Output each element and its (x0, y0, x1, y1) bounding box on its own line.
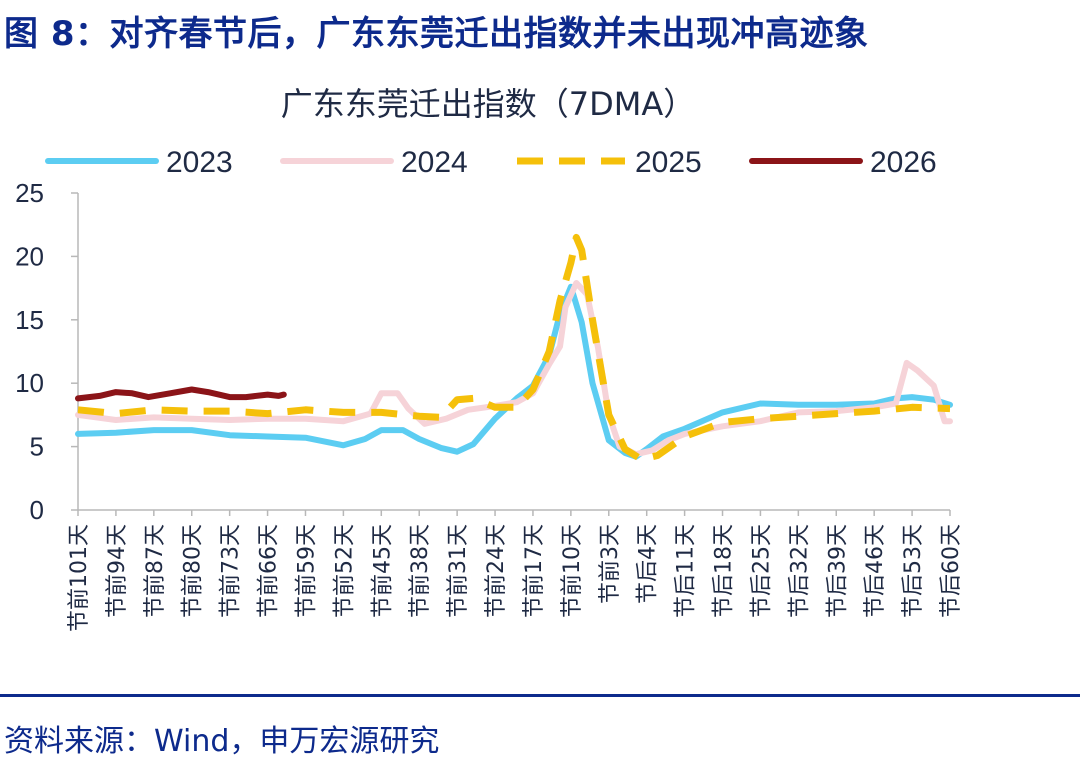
source-note: 资料来源：Wind，申万宏源研究 (4, 724, 440, 759)
x-tick-label: 节前66天 (257, 524, 282, 618)
y-tick-label: 15 (15, 305, 44, 335)
x-tick-label: 节前73天 (219, 524, 244, 618)
x-tick-label: 节后39天 (825, 524, 850, 618)
x-tick-label: 节前52天 (332, 524, 357, 618)
x-tick-label: 节后4天 (636, 524, 661, 604)
x-tick-label: 节后60天 (939, 524, 964, 618)
series-line-2024 (75, 280, 953, 458)
x-tick-label: 节后25天 (749, 524, 774, 618)
y-tick-label: 25 (15, 178, 44, 208)
x-tick-label: 节前17天 (522, 524, 547, 618)
x-tick-label: 节前101天 (67, 524, 92, 632)
x-tick-label: 节前38天 (408, 524, 433, 618)
series-layer (75, 233, 953, 463)
y-tick-label: 20 (15, 241, 44, 271)
x-tick-label: 节前24天 (484, 524, 509, 618)
x-tick-label: 节前45天 (370, 524, 395, 618)
x-tick-label: 节前87天 (143, 524, 168, 618)
figure-title: 图 8：对齐春节后，广东东莞迁出指数并未出现冲高迹象 (4, 14, 869, 54)
series-line-2025 (77, 233, 951, 463)
x-tick-label: 节前3天 (598, 524, 623, 604)
source-divider (0, 694, 1080, 697)
y-tick-label: 5 (30, 432, 44, 462)
chart-title: 广东东莞迁出指数（7DMA） (281, 85, 696, 123)
y-tick-label: 10 (15, 368, 44, 398)
x-tick-label: 节后32天 (787, 524, 812, 618)
x-tick-label: 节前94天 (105, 524, 130, 618)
x-tick-label: 节前10天 (560, 524, 585, 618)
line-chart: 广东东莞迁出指数（7DMA） 2023 2024 2025 2026 05101520… (15, 85, 964, 632)
x-tick-label: 节前31天 (446, 524, 471, 618)
x-tick-label: 节前59天 (294, 524, 319, 618)
x-tick-label: 节后18天 (712, 524, 737, 618)
axes: 0 5 10 15 20 25 节前101天 节前94天 节前87天 节前80天 节前73天 节前66… (15, 178, 964, 632)
legend: 2023 2024 2025 2026 (45, 146, 937, 179)
x-tick-label: 节后53天 (901, 524, 926, 618)
series-line-2023 (75, 283, 953, 460)
y-tick-label: 0 (30, 495, 44, 525)
x-tick-label: 节前80天 (181, 524, 206, 618)
x-tick-label: 节后46天 (863, 524, 888, 618)
legend-label-2025: 2025 (635, 146, 702, 179)
legend-label-2026: 2026 (870, 146, 937, 179)
legend-label-2024: 2024 (401, 146, 468, 179)
x-tick-label: 节后11天 (674, 524, 699, 618)
legend-label-2023: 2023 (166, 146, 233, 179)
series-line-2026 (75, 386, 287, 402)
